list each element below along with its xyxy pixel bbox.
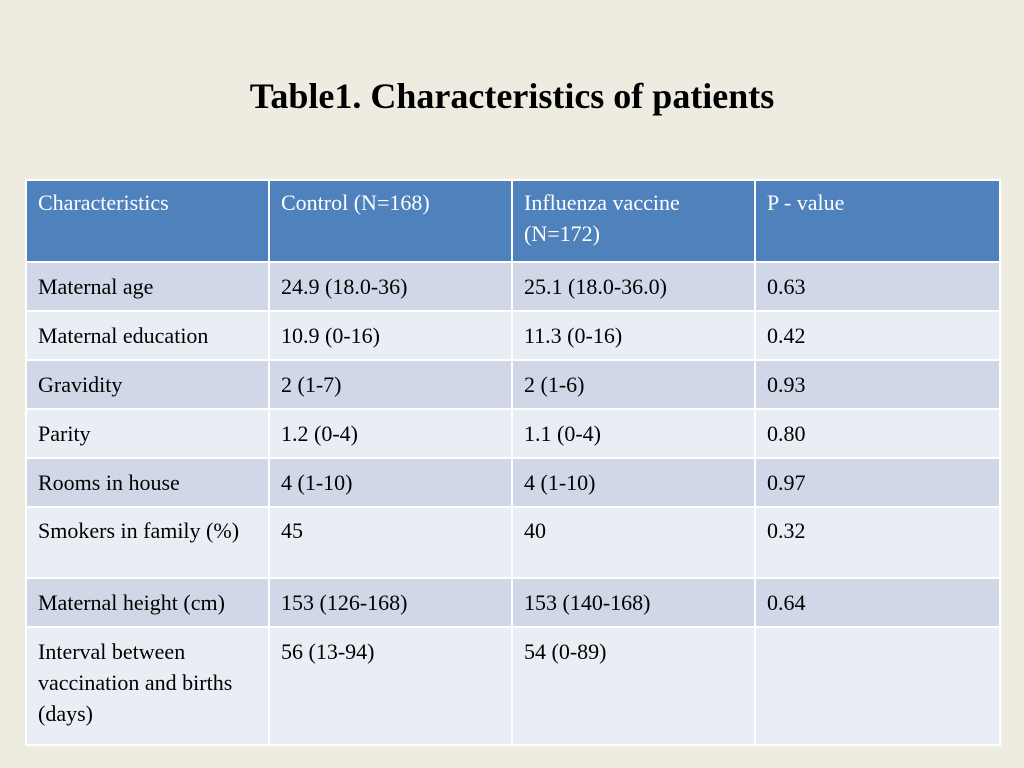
cell-characteristic: Gravidity	[25, 359, 270, 410]
cell-vaccine: 2 (1-6)	[511, 359, 756, 410]
cell-p-value: 0.97	[754, 457, 1001, 508]
cell-control: 10.9 (0-16)	[268, 310, 513, 361]
cell-vaccine: 11.3 (0-16)	[511, 310, 756, 361]
cell-characteristic: Interval between vaccination and births …	[25, 626, 270, 746]
cell-characteristic: Maternal height (cm)	[25, 577, 270, 628]
slide-title: Table1. Characteristics of patients	[249, 76, 775, 116]
table-row: Smokers in family (%) 45 40 0.32	[25, 506, 1001, 579]
cell-characteristic: Maternal age	[25, 261, 270, 312]
cell-p-value: 0.80	[754, 408, 1001, 459]
cell-control: 4 (1-10)	[268, 457, 513, 508]
cell-characteristic: Smokers in family (%)	[25, 506, 270, 579]
cell-characteristic: Parity	[25, 408, 270, 459]
table-row: Gravidity 2 (1-7) 2 (1-6) 0.93	[25, 359, 1001, 410]
header-p-value: P - value	[754, 179, 1001, 263]
cell-vaccine: 54 (0-89)	[511, 626, 756, 746]
cell-characteristic: Maternal education	[25, 310, 270, 361]
cell-control: 1.2 (0-4)	[268, 408, 513, 459]
cell-p-value	[754, 626, 1001, 746]
cell-vaccine: 1.1 (0-4)	[511, 408, 756, 459]
header-characteristics: Characteristics	[25, 179, 270, 263]
header-influenza-vaccine: Influenza vaccine (N=172)	[511, 179, 756, 263]
cell-p-value: 0.32	[754, 506, 1001, 579]
cell-p-value: 0.42	[754, 310, 1001, 361]
characteristics-table: Characteristics Control (N=168) Influenz…	[25, 179, 1001, 746]
table-row: Parity 1.2 (0-4) 1.1 (0-4) 0.80	[25, 408, 1001, 459]
table-row: Rooms in house 4 (1-10) 4 (1-10) 0.97	[25, 457, 1001, 508]
header-control: Control (N=168)	[268, 179, 513, 263]
table-row: Interval between vaccination and births …	[25, 626, 1001, 746]
cell-vaccine: 25.1 (18.0-36.0)	[511, 261, 756, 312]
cell-p-value: 0.63	[754, 261, 1001, 312]
table-row: Maternal education 10.9 (0-16) 11.3 (0-1…	[25, 310, 1001, 361]
cell-control: 24.9 (18.0-36)	[268, 261, 513, 312]
cell-vaccine: 40	[511, 506, 756, 579]
table-row: Maternal age 24.9 (18.0-36) 25.1 (18.0-3…	[25, 261, 1001, 312]
cell-control: 2 (1-7)	[268, 359, 513, 410]
cell-vaccine: 4 (1-10)	[511, 457, 756, 508]
table-row: Maternal height (cm) 153 (126-168) 153 (…	[25, 577, 1001, 628]
cell-p-value: 0.64	[754, 577, 1001, 628]
cell-vaccine: 153 (140-168)	[511, 577, 756, 628]
cell-p-value: 0.93	[754, 359, 1001, 410]
cell-characteristic: Rooms in house	[25, 457, 270, 508]
cell-control: 153 (126-168)	[268, 577, 513, 628]
table-header-row: Characteristics Control (N=168) Influenz…	[25, 179, 1001, 263]
cell-control: 56 (13-94)	[268, 626, 513, 746]
cell-control: 45	[268, 506, 513, 579]
